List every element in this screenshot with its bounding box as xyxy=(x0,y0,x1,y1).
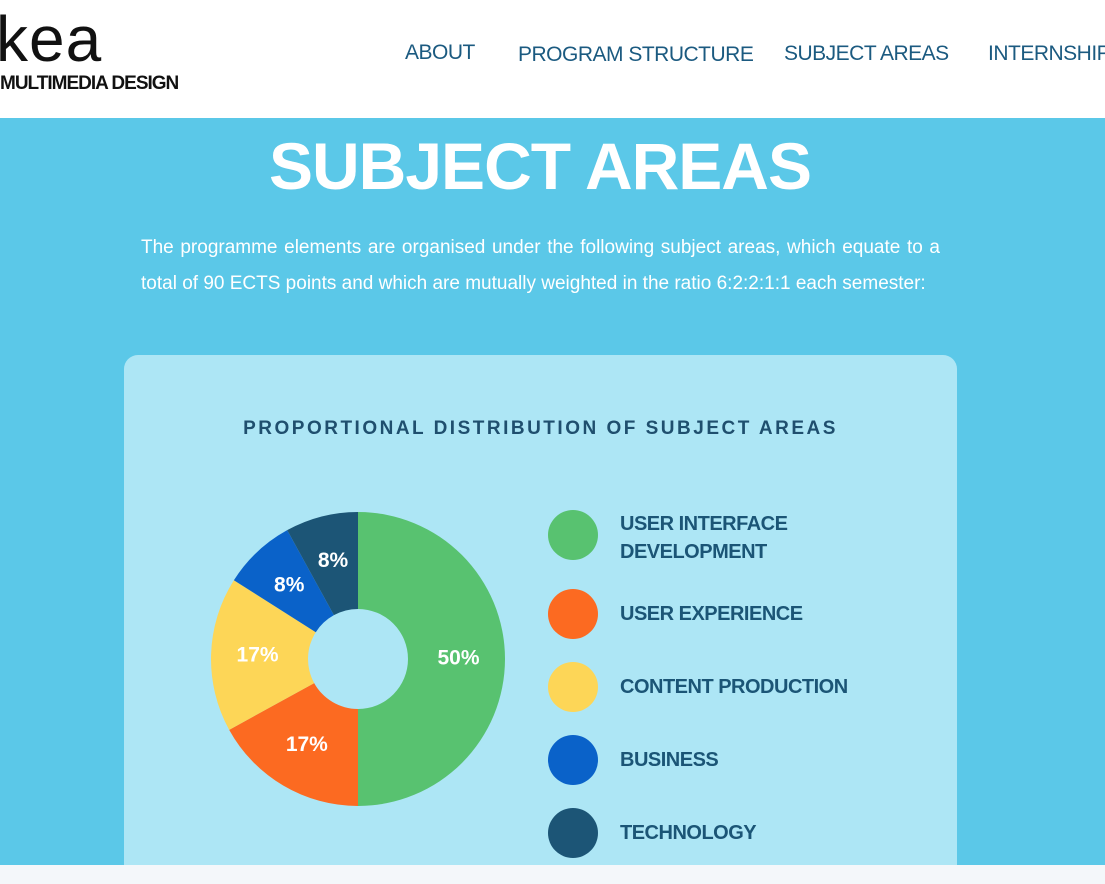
nav-link[interactable]: SUBJECT AREAS xyxy=(784,42,949,65)
legend-label: TECHNOLOGY xyxy=(620,822,757,844)
slice-label: 17% xyxy=(237,643,279,666)
nav-link[interactable]: PROGRAM STRUCTURE xyxy=(518,43,754,66)
nav-link[interactable]: INTERNSHIP xyxy=(988,42,1105,65)
hero: SUBJECT AREAS The programme elements are… xyxy=(0,118,1105,865)
legend-swatch xyxy=(548,808,598,858)
chart: 50% 17% 17% 8% 8% xyxy=(211,512,505,806)
header: kea MULTIMEDIA DESIGN ABOUT PROGRAM STRU… xyxy=(0,0,1105,118)
legend-label: CONTENT PRODUCTION xyxy=(620,676,848,698)
legend-swatch xyxy=(548,510,598,560)
legend-swatch xyxy=(548,735,598,785)
pie-slice xyxy=(358,512,505,806)
legend-swatch xyxy=(548,662,598,712)
pie-slice xyxy=(287,512,358,616)
legend-label: USER INTERFACE DEVELOPMENT xyxy=(620,513,788,563)
slice-label: 50% xyxy=(437,647,479,670)
logo[interactable]: kea xyxy=(0,3,103,75)
page-title: SUBJECT AREAS xyxy=(269,129,812,203)
pie-slice xyxy=(233,530,334,633)
legend-label: BUSINESS xyxy=(620,749,719,771)
legend-label: USER EXPERIENCE xyxy=(620,603,803,625)
slice-label: 8% xyxy=(274,573,305,596)
pie-slice xyxy=(211,580,316,730)
logo-subtitle: MULTIMEDIA DESIGN xyxy=(0,73,179,94)
intro-text: The programme elements are organised und… xyxy=(141,237,940,294)
pie-slice xyxy=(229,683,358,806)
nav-link[interactable]: ABOUT xyxy=(405,41,475,64)
chart-title: PROPORTIONAL DISTRIBUTION OF SUBJECT ARE… xyxy=(243,418,838,439)
slice-label: 17% xyxy=(286,733,328,756)
legend-swatch xyxy=(548,589,598,639)
slice-label: 8% xyxy=(318,549,349,572)
